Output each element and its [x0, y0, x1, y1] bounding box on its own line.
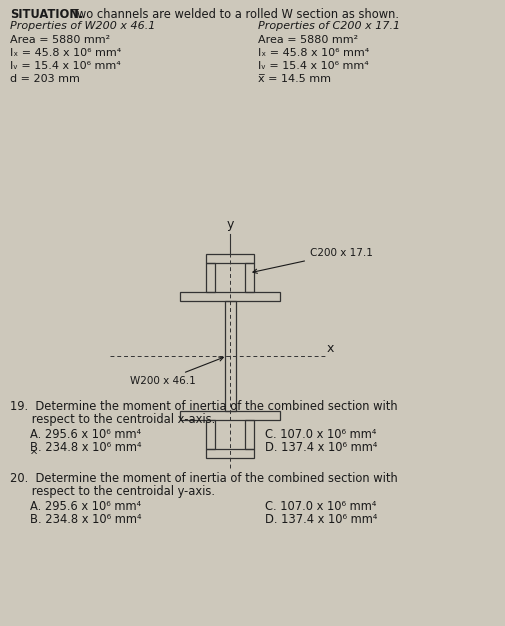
Text: respect to the centroidal y-axis.: respect to the centroidal y-axis. [10, 485, 215, 498]
Text: D. 137.4 x 10⁶ mm⁴: D. 137.4 x 10⁶ mm⁴ [265, 513, 377, 526]
Text: A. 295.6 x 10⁶ mm⁴: A. 295.6 x 10⁶ mm⁴ [30, 500, 141, 513]
Text: SITUATION.: SITUATION. [10, 8, 83, 21]
Text: C200 x 17.1: C200 x 17.1 [253, 248, 373, 274]
Text: Iᵥ = 15.4 x 10⁶ mm⁴: Iᵥ = 15.4 x 10⁶ mm⁴ [10, 61, 121, 71]
Text: Properties of C200 x 17.1: Properties of C200 x 17.1 [258, 21, 400, 31]
Text: d = 203 mm: d = 203 mm [10, 74, 80, 84]
Text: Iₓ = 45.8 x 10⁶ mm⁴: Iₓ = 45.8 x 10⁶ mm⁴ [258, 48, 369, 58]
Text: Iₓ = 45.8 x 10⁶ mm⁴: Iₓ = 45.8 x 10⁶ mm⁴ [10, 48, 121, 58]
Text: Area = 5880 mm²: Area = 5880 mm² [10, 35, 110, 45]
Text: B. 234.8 x 10⁶ mm⁴: B. 234.8 x 10⁶ mm⁴ [30, 441, 141, 454]
Text: A. 295.6 x 10⁶ mm⁴: A. 295.6 x 10⁶ mm⁴ [30, 428, 141, 441]
Text: ^: ^ [30, 451, 38, 461]
Text: Properties of W200 x 46.1: Properties of W200 x 46.1 [10, 21, 156, 31]
Text: 19.  Determine the moment of inertia of the combined section with: 19. Determine the moment of inertia of t… [10, 400, 397, 413]
Text: x: x [327, 342, 334, 355]
Text: W200 x 46.1: W200 x 46.1 [130, 357, 223, 386]
Text: Iᵥ = 15.4 x 10⁶ mm⁴: Iᵥ = 15.4 x 10⁶ mm⁴ [258, 61, 369, 71]
Text: 20.  Determine the moment of inertia of the combined section with: 20. Determine the moment of inertia of t… [10, 472, 398, 485]
Text: B. 234.8 x 10⁶ mm⁴: B. 234.8 x 10⁶ mm⁴ [30, 513, 141, 526]
Text: C. 107.0 x 10⁶ mm⁴: C. 107.0 x 10⁶ mm⁴ [265, 428, 376, 441]
Text: x̅ = 14.5 mm: x̅ = 14.5 mm [258, 74, 331, 84]
Text: Area = 5880 mm²: Area = 5880 mm² [258, 35, 358, 45]
Text: respect to the centroidal x-axis.: respect to the centroidal x-axis. [10, 413, 215, 426]
Text: C. 107.0 x 10⁶ mm⁴: C. 107.0 x 10⁶ mm⁴ [265, 500, 376, 513]
Text: D. 137.4 x 10⁶ mm⁴: D. 137.4 x 10⁶ mm⁴ [265, 441, 377, 454]
Text: Two channels are welded to a rolled W section as shown.: Two channels are welded to a rolled W se… [68, 8, 399, 21]
Text: y: y [226, 218, 234, 231]
